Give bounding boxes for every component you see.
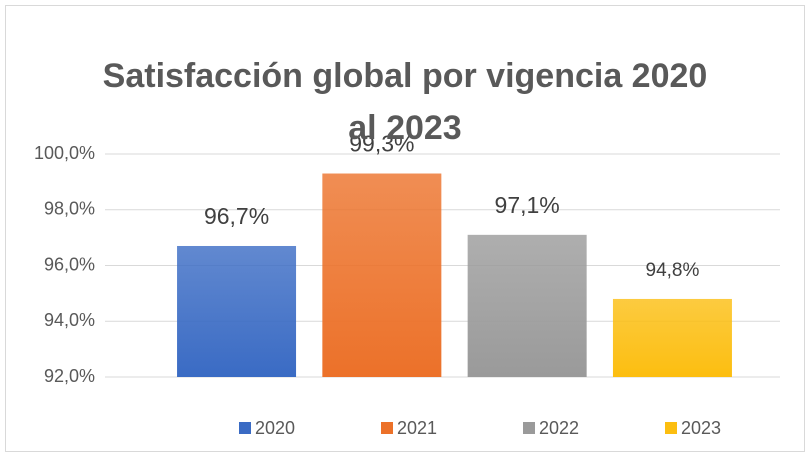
value-label: 94,8% [646,260,700,281]
y-tick-label: 92,0% [44,366,95,386]
y-tick-label: 98,0% [44,199,95,219]
legend-swatch [523,422,535,434]
y-tick-label: 96,0% [44,254,95,274]
legend-label: 2023 [681,418,721,438]
legend-label: 2021 [397,418,437,438]
bar [177,245,297,377]
bar [322,173,442,377]
bar [467,234,587,377]
bar [612,298,732,377]
legend-label: 2020 [255,418,295,438]
legend-swatch [381,422,393,434]
legend-label: 2022 [539,418,579,438]
value-label: 96,7% [204,203,269,229]
value-label: 97,1% [495,192,560,218]
chart-title: Satisfacción global por vigencia 2020 al… [102,57,708,147]
legend-swatch [239,422,251,434]
value-label: 99,3% [349,131,414,157]
y-tick-label: 94,0% [44,310,95,330]
legend-swatch [665,422,677,434]
y-tick-label: 100,0% [34,143,95,163]
